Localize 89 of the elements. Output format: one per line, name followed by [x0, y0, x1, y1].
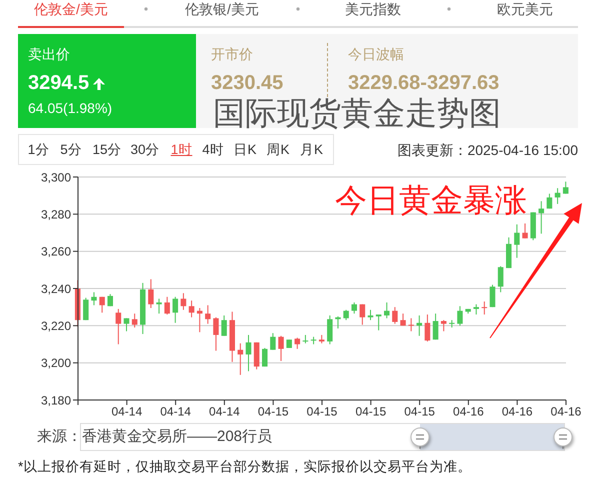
text: 欧元美元	[497, 0, 553, 18]
candlestick	[522, 222, 528, 239]
candlestick	[262, 347, 268, 368]
candlestick	[424, 314, 430, 342]
candlestick	[99, 296, 105, 314]
text: 日K	[233, 142, 257, 158]
candlestick	[538, 200, 544, 234]
y-tick-label: 3,200	[40, 356, 72, 370]
candlestick	[498, 266, 504, 293]
candlestick	[546, 193, 552, 210]
candlestick	[188, 300, 194, 318]
candlestick	[482, 301, 488, 316]
candlestick	[368, 309, 374, 321]
candlestick	[221, 314, 227, 336]
candlestick	[107, 294, 113, 307]
candlestick	[294, 337, 300, 350]
candlestick	[360, 304, 366, 326]
y-tick-label: 3,280	[40, 207, 72, 222]
candlestick	[132, 313, 138, 328]
text: 30分	[130, 142, 160, 158]
candlestick	[376, 314, 382, 331]
x-tick-label: 04-15	[404, 404, 436, 419]
candlestick	[562, 181, 568, 194]
chart-title: 国际现货黄金走势图	[213, 94, 501, 132]
x-tick-label: 04-16	[502, 404, 533, 419]
candlestick	[473, 304, 479, 316]
y-tick-label: 3,300	[40, 170, 72, 184]
text: 5分	[60, 142, 82, 158]
candlestick	[148, 278, 154, 309]
candlestick	[554, 188, 560, 204]
text: 3294.5	[28, 71, 90, 95]
text: 伦敦金/美元	[34, 0, 108, 18]
text: 月K	[300, 142, 324, 158]
candlestick	[278, 335, 284, 362]
text: 伦敦银/美元	[185, 0, 259, 18]
candlestick	[400, 313, 406, 326]
text: 15分	[92, 142, 122, 158]
source-note: 来源：香港黄金交易所——208行员	[37, 428, 272, 446]
text: 美元指数	[345, 0, 401, 18]
candlestick	[246, 334, 252, 372]
x-tick-label: 04-15	[258, 404, 289, 419]
text: 1时	[170, 142, 192, 158]
candlestick	[408, 318, 414, 332]
x-tick-label: 04-14	[160, 404, 192, 419]
text: 卖出价	[28, 46, 70, 62]
candlestick	[172, 296, 178, 324]
candlestick	[351, 302, 357, 314]
y-tick-label: 3,180	[40, 393, 72, 408]
text: 64.05(1.98%)	[28, 100, 112, 116]
candlestick	[238, 342, 244, 376]
x-tick-label: 04-15	[306, 404, 338, 419]
text: 周K	[266, 142, 290, 158]
candlestick	[432, 313, 438, 340]
annotation: 今日黄金暴涨	[335, 180, 527, 220]
text: 4时	[202, 142, 224, 158]
candlestick	[91, 292, 97, 306]
candlestick	[514, 224, 520, 258]
y-tick-label: 3,240	[40, 282, 72, 296]
x-tick-label: 04-14	[209, 404, 240, 419]
candlestick	[116, 308, 122, 345]
text: 开市价	[211, 46, 253, 62]
candlestick	[327, 314, 333, 345]
candlestick	[302, 334, 308, 344]
candlestick	[205, 304, 211, 324]
y-tick-label: 3,260	[40, 244, 72, 259]
candlestick	[384, 302, 390, 319]
text: 图表更新：2025-04-16 15:00	[397, 142, 578, 158]
candlestick	[490, 284, 496, 308]
candlestick	[124, 318, 130, 332]
candlestick	[392, 306, 398, 324]
text: 3230.45	[211, 71, 284, 95]
x-tick-label: 04-16	[453, 404, 484, 419]
candlestick	[180, 292, 186, 310]
y-tick-label: 3,220	[40, 318, 72, 333]
text: 1分	[28, 142, 50, 158]
x-tick-label: 04-16	[550, 404, 582, 419]
candlestick	[164, 296, 170, 316]
candlestick	[440, 320, 446, 332]
candlestick	[83, 297, 89, 321]
candlestick	[213, 316, 219, 352]
candlestick	[457, 306, 463, 326]
text: 3229.68-3297.63	[348, 71, 500, 95]
text: 今日波幅	[348, 46, 404, 62]
x-tick-label: 04-15	[355, 404, 386, 419]
x-tick-label: 04-14	[111, 404, 142, 419]
candlestick	[343, 309, 349, 321]
text: *以上报价有延时，仅抽取交易平台部分数据，实际报价以交易平台为准。	[18, 458, 472, 476]
candlestick	[156, 298, 162, 314]
candlestick	[270, 332, 276, 350]
